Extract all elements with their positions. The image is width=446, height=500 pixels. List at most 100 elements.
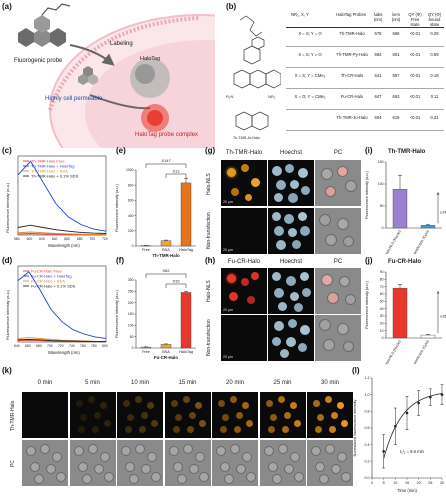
series-line-3: [17, 224, 107, 234]
k-pc-cell: [230, 444, 240, 454]
k-pc-cell: [289, 452, 300, 462]
panel-a-schematic: Fluorogenic probe Labeling Highly cell p…: [14, 3, 215, 148]
fold-bracket-2: [165, 173, 187, 178]
x-tick-label: 15: [405, 481, 409, 485]
row-abs: 578: [374, 31, 382, 36]
y-axis-label: Fluorescence intensity (a.u.): [115, 183, 119, 231]
y-axis-label: Fluorescence intensity (a.u.): [5, 289, 10, 340]
panel-k-label: (k): [2, 366, 12, 375]
permeable-text: Highly cell permeable: [45, 96, 103, 102]
k-cell: [32, 414, 39, 421]
data-point-4: [429, 395, 432, 399]
k-pc-tile-0: [22, 440, 68, 486]
bar-2: [180, 292, 192, 349]
y-tick-label: 150: [128, 312, 134, 316]
row-divider: [286, 109, 444, 110]
category-label-0: Halo-NLS (Nuclei): [384, 340, 402, 365]
k-cell: [46, 412, 53, 419]
series-line-1: [17, 160, 107, 232]
g-scalebar-1: 20 μm: [223, 200, 234, 204]
y-tick-label: 0: [132, 346, 134, 350]
y-tick-label: 0: [382, 226, 384, 230]
y-tick-label: 1000: [126, 168, 134, 172]
g-col3: PC: [333, 150, 343, 156]
y-tick-label: 30: [380, 314, 384, 318]
k-cell: [281, 426, 289, 433]
k-cell: [267, 426, 275, 433]
half-life-annotation: t₁/₂ = 9.6 min: [400, 449, 425, 454]
x-axis-label: Wavelength (nm): [48, 243, 80, 248]
row-em: 601: [392, 52, 400, 57]
row-qy-free: <0.01: [409, 31, 421, 36]
probe-molecule: [18, 3, 71, 47]
g-row2: Non-transfection: [206, 212, 212, 250]
x-tick-label: 720: [102, 237, 108, 241]
k-pc-cell: [93, 464, 104, 474]
category-label-0: Free: [142, 350, 150, 354]
k-cell: [230, 396, 237, 403]
y-tick-label: 150: [378, 160, 384, 164]
k-cell: [236, 412, 243, 419]
series-line-3: [17, 339, 107, 343]
bar-2: [180, 182, 192, 247]
panel-b-table: R₂N NR₂ Th-TMR-Ju-Halo NR₂, X, Y HaloTag…: [226, 12, 444, 144]
g-tile-pc-non: [315, 208, 361, 254]
fold-label-1: X147: [161, 158, 171, 163]
time-label-2: 10 min: [130, 380, 149, 386]
y-tick-label: 50: [380, 300, 384, 304]
y-tick-label: 70: [380, 285, 384, 289]
k-cell: [52, 402, 59, 409]
header-qy-bound: QY (Φ) bound state: [427, 12, 442, 27]
y-tick-label: 400: [128, 214, 134, 218]
y-axis-label: Fluorescence intensity (a.u.): [365, 280, 369, 328]
ju-label: Th-TMR-Ju-Halo: [233, 136, 260, 140]
y-tick-label: 0.0: [365, 476, 370, 480]
k-pc-tile-4: [212, 440, 258, 486]
nr2-header: NR₂, X, Y: [291, 12, 309, 17]
h-col3: PC: [333, 259, 343, 265]
x-tick-label: 680: [77, 237, 83, 241]
y-tick-label: 250: [128, 290, 134, 294]
y-axis-label: Normalized fluorescence intensity: [353, 400, 357, 457]
x-axis-label: Time (min): [397, 488, 417, 493]
y-tick-label: 50: [130, 335, 134, 339]
labeling-text: Labeling: [110, 41, 133, 47]
data-point-5: [440, 393, 444, 396]
k-fluor-tile-0: [22, 392, 68, 438]
x-tick-label: 25: [428, 481, 432, 485]
k-pc-cell: [135, 444, 145, 454]
header-qy-free: QY (Φ) Free state: [408, 12, 422, 27]
legend-entry-2: Th-TMR-Halo + BSA: [31, 169, 68, 174]
k-pc-cell: [283, 464, 294, 474]
bar-1: [160, 240, 172, 247]
k-cell: [182, 396, 190, 403]
k-cell: [289, 402, 297, 409]
x-tick-label: 640: [52, 237, 58, 241]
k-cell: [77, 426, 85, 433]
header-probe: HaloTag Probes: [336, 12, 366, 17]
row-em: 619: [392, 115, 400, 120]
row-divider: [286, 67, 444, 68]
x-tick-label: 660: [64, 237, 70, 241]
k-cell: [139, 426, 146, 433]
k-pc-cell: [188, 464, 199, 474]
k-cell: [293, 420, 301, 427]
k-cell: [198, 420, 206, 427]
time-label-3: 15 min: [178, 380, 197, 386]
k-pc-cell: [224, 474, 234, 484]
k-cell: [315, 426, 322, 433]
fold-label: x14.1: [440, 209, 446, 214]
header-em: λem (nm): [391, 12, 401, 22]
chart-c: 580 600 620 640 660 680 700 720 Th-TMR-Halo Free…: [5, 155, 108, 248]
h-tile-hoechst-nls: [268, 268, 314, 314]
x-tick-label: 10: [393, 481, 397, 485]
k-cell: [28, 400, 35, 407]
k-pc-cell: [220, 462, 230, 472]
g-tile-pc-nls: [315, 160, 361, 206]
k-pc-cell: [311, 446, 321, 456]
k-cell: [194, 402, 202, 409]
k-pc-cell: [147, 452, 157, 462]
k-cell: [123, 400, 130, 407]
legend-entry-1: Th-TMR-Halo + HaloTag: [31, 164, 74, 169]
k-pc-cell: [176, 474, 187, 484]
